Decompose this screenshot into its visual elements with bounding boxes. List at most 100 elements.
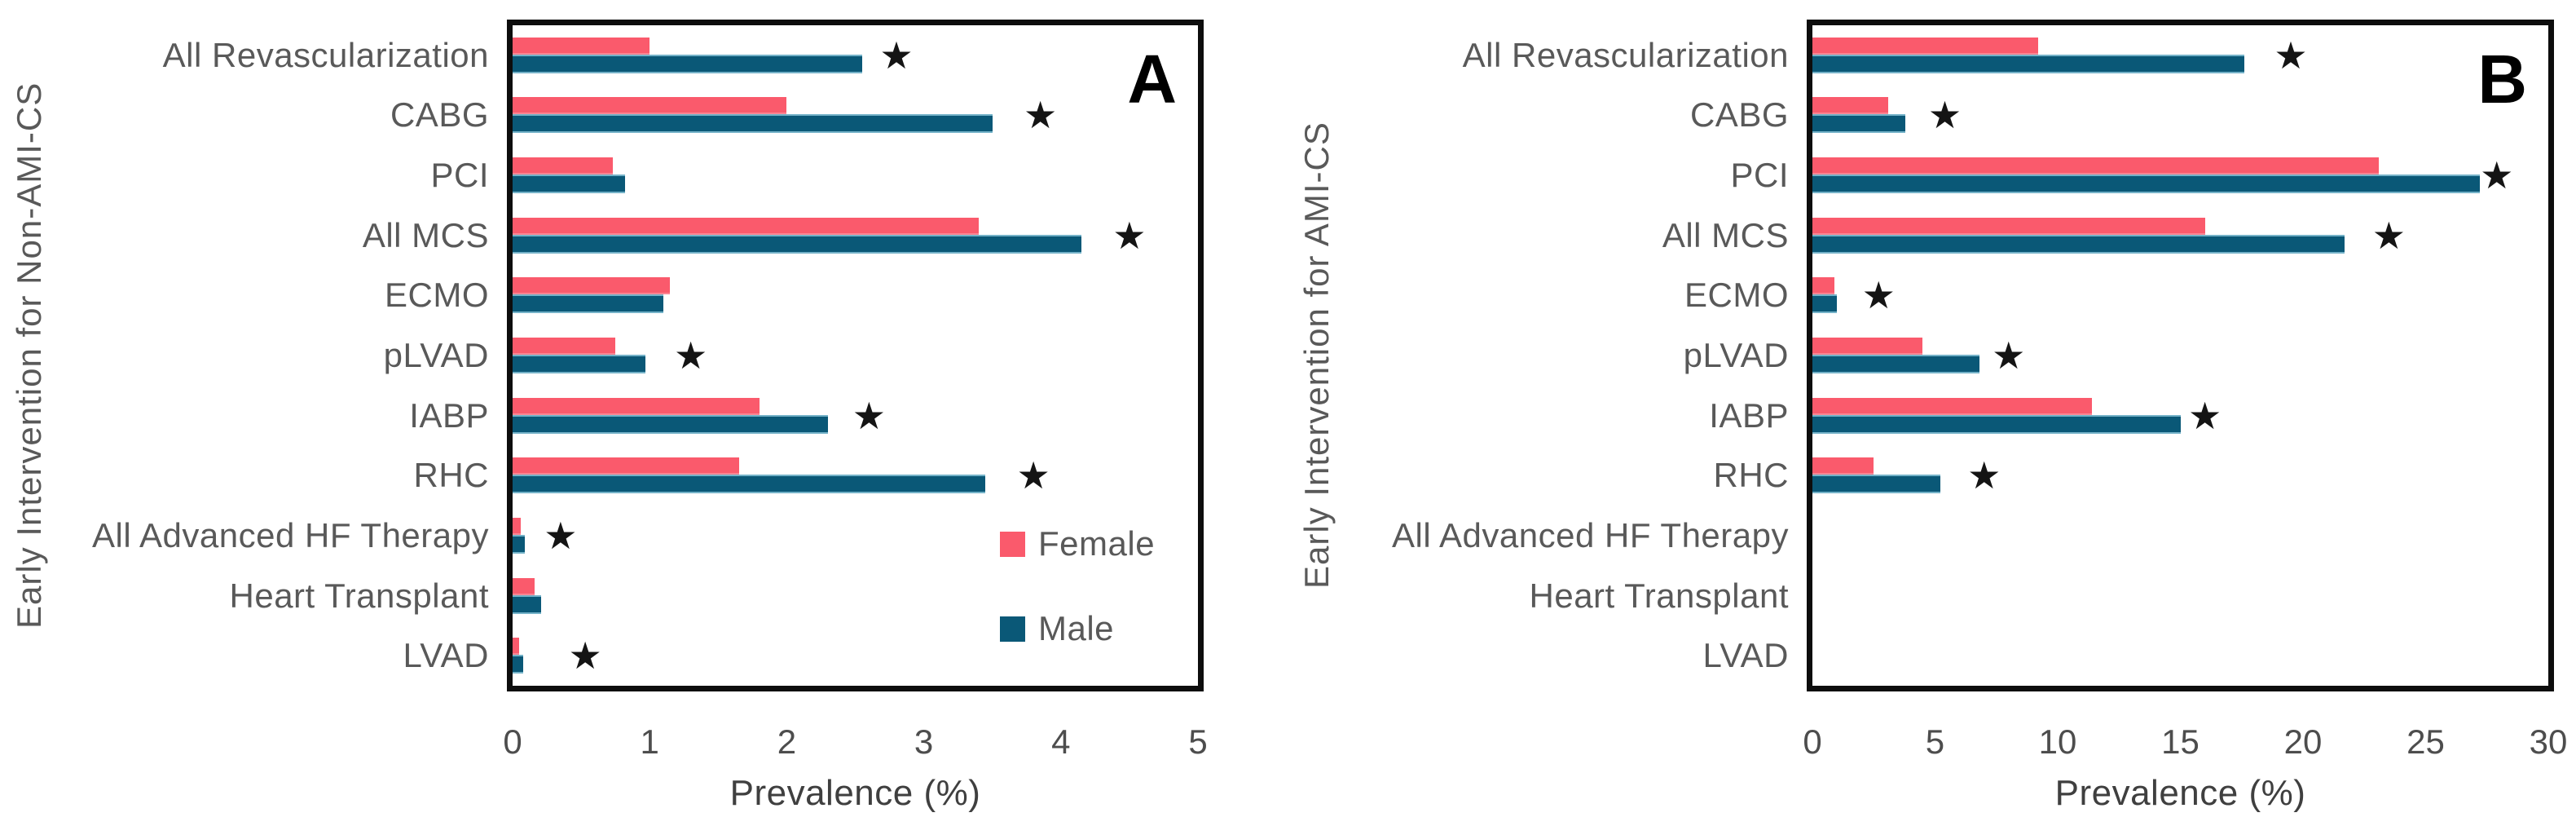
- male-bar: [513, 114, 993, 134]
- category-label: All Revascularization: [1462, 35, 1789, 74]
- panel-b-x-axis-title: Prevalence (%): [2054, 773, 2306, 813]
- significance-star: ★: [1927, 94, 1962, 137]
- female-bar: [1812, 37, 2038, 55]
- significance-star: ★: [1112, 214, 1147, 257]
- category-label: IABP: [409, 395, 489, 435]
- x-tick-label: 15: [2161, 722, 2200, 761]
- male-bar: [1812, 475, 1940, 494]
- significance-star: ★: [2371, 214, 2406, 257]
- panel-b-letter: B: [2477, 41, 2527, 117]
- legend-entry-female: Female: [1000, 524, 1155, 563]
- male-bar: [1812, 54, 2244, 73]
- panel-a-plot-area: ★ ★ ★ ★ ★ ★ ★ ★ A Female Male: [507, 20, 1204, 691]
- significance-star: ★: [544, 514, 578, 557]
- category-label: CABG: [390, 95, 489, 135]
- category-label: RHC: [413, 456, 489, 495]
- category-label: Heart Transplant: [1529, 576, 1789, 615]
- x-tick-label: 5: [1925, 722, 1945, 761]
- category-label: RHC: [1713, 456, 1789, 495]
- female-bar: [513, 217, 979, 235]
- male-bar: [513, 54, 862, 73]
- significance-star: ★: [674, 334, 708, 377]
- x-tick-label: 10: [2038, 722, 2077, 761]
- category-label: All Revascularization: [162, 35, 489, 74]
- category-label: IABP: [1709, 395, 1789, 435]
- category-label: PCI: [430, 156, 489, 195]
- panel-b-plot-area: ★ ★ ★ ★ ★ ★ ★ ★ B: [1807, 20, 2554, 691]
- panel-a-letter: A: [1127, 41, 1177, 117]
- male-bar: [513, 234, 1082, 254]
- female-bar: [1812, 157, 2380, 175]
- panel-b: Early Intervention for AMI-CS All Revasc…: [1288, 0, 2576, 826]
- panel-a-bars: ★ ★ ★ ★ ★ ★ ★ ★: [513, 25, 1198, 686]
- male-bar: [1812, 174, 2480, 194]
- category-label: CABG: [1689, 95, 1789, 135]
- x-tick-label: 4: [1051, 722, 1071, 761]
- category-label: LVAD: [1702, 636, 1789, 675]
- x-tick-label: 25: [2406, 722, 2445, 761]
- male-bar: [513, 414, 828, 434]
- male-bar: [513, 174, 625, 194]
- significance-star: ★: [1016, 454, 1050, 497]
- panel-b-x-axis-ticks: 0 5 10 15 20 25 30: [1803, 722, 2567, 762]
- x-tick-label: 3: [914, 722, 934, 761]
- male-bar: [513, 594, 542, 614]
- female-bar: [513, 157, 613, 175]
- male-bar: [1812, 414, 2181, 434]
- male-bar: [1812, 234, 2345, 254]
- category-label: PCI: [1730, 156, 1789, 195]
- female-bar: [513, 277, 671, 295]
- category-label: pLVAD: [383, 336, 489, 374]
- significance-star: ★: [2187, 394, 2222, 437]
- x-tick-label: 2: [777, 722, 797, 761]
- male-bar: [513, 294, 664, 314]
- panel-a-category-labels: All Revascularization CABG PCI All MCS ECMO p…: [0, 0, 489, 826]
- female-bar: [513, 577, 535, 595]
- panel-a-x-axis-title: Prevalence (%): [729, 773, 981, 813]
- female-legend-label: Female: [1038, 524, 1156, 563]
- category-label: All MCS: [362, 215, 489, 254]
- female-bar: [513, 457, 739, 475]
- male-bar: [1812, 355, 1979, 373]
- category-label: Heart Transplant: [229, 576, 489, 615]
- female-legend-swatch: [1000, 531, 1025, 557]
- female-bar: [513, 338, 616, 355]
- category-label: ECMO: [1684, 276, 1789, 315]
- female-bar: [1812, 397, 2093, 415]
- x-tick-label: 30: [2529, 722, 2568, 761]
- panel-a: Early Intervention for Non-AMI-CS All Re…: [0, 0, 1208, 826]
- x-tick-label: 0: [1803, 722, 1822, 761]
- legend: Female Male: [1000, 524, 1155, 694]
- panel-b-bars: ★ ★ ★ ★ ★ ★ ★ ★: [1812, 25, 2548, 686]
- female-bar: [1812, 457, 1874, 475]
- male-bar: [513, 655, 524, 674]
- female-bar: [1812, 338, 1923, 355]
- significance-star: ★: [1992, 334, 2026, 377]
- category-label: pLVAD: [1683, 336, 1789, 374]
- legend-entry-male: Male: [1000, 609, 1155, 648]
- x-tick-label: 20: [2283, 722, 2323, 761]
- female-bar: [513, 397, 760, 415]
- male-bar: [513, 475, 986, 494]
- x-tick-label: 1: [640, 722, 659, 761]
- significance-star: ★: [568, 634, 602, 678]
- female-bar: [513, 517, 522, 535]
- significance-star: ★: [2480, 154, 2514, 197]
- significance-star: ★: [852, 394, 886, 437]
- male-bar: [513, 534, 526, 554]
- category-label: All Advanced HF Therapy: [1392, 515, 1789, 554]
- significance-star: ★: [1023, 94, 1058, 137]
- male-bar: [1812, 114, 1906, 134]
- female-bar: [1812, 97, 1889, 115]
- panel-b-category-labels: All Revascularization CABG PCI All MCS ECMO p…: [1288, 0, 1789, 826]
- x-tick-label: 5: [1188, 722, 1208, 761]
- category-label: LVAD: [403, 636, 489, 675]
- significance-star: ★: [879, 33, 914, 77]
- significance-star: ★: [1861, 274, 1896, 317]
- female-bar: [513, 638, 520, 656]
- male-bar: [1812, 294, 1838, 314]
- male-legend-swatch: [1000, 616, 1025, 642]
- category-label: All MCS: [1662, 215, 1789, 254]
- female-bar: [513, 37, 650, 55]
- x-tick-label: 0: [503, 722, 522, 761]
